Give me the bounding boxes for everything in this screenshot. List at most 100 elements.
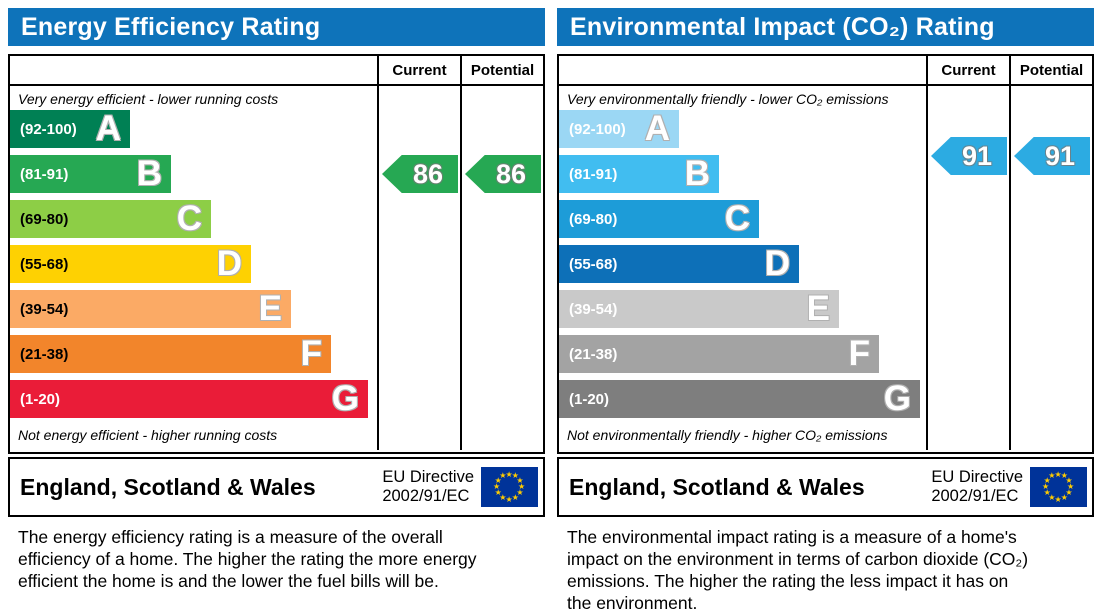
energy-current-column-header: Current bbox=[377, 56, 460, 84]
band-letter: G bbox=[331, 379, 359, 418]
environmental-current-column: 91 bbox=[926, 86, 1009, 450]
eu-star-icon: ★ bbox=[516, 475, 524, 485]
environmental-footer: England, Scotland & Wales EU Directive 2… bbox=[557, 457, 1094, 517]
energy-region-label: England, Scotland & Wales bbox=[20, 473, 316, 500]
energy-eu-directive-line2: 2002/91/EC bbox=[382, 487, 470, 505]
eu-star-icon: ★ bbox=[1060, 492, 1068, 502]
eu-star-icon: ★ bbox=[493, 482, 501, 491]
band-row: (81-91) B bbox=[10, 155, 171, 193]
environmental-bottom-caption: Not environmentally friendly - higher CO… bbox=[567, 427, 888, 443]
eu-flag-icon: ★ ★ ★ ★ ★ ★ ★ ★ ★ ★ ★ ★ bbox=[1030, 467, 1087, 507]
band-range-label: (1-20) bbox=[20, 390, 61, 408]
eu-star-icon: ★ bbox=[511, 471, 519, 481]
band-row: (39-54) E bbox=[559, 290, 839, 328]
energy-bottom-caption: Not energy efficient - higher running co… bbox=[18, 427, 278, 443]
band-range-label: (92-100) bbox=[20, 120, 77, 138]
band-letter: G bbox=[883, 379, 911, 418]
band-letter: C bbox=[176, 199, 202, 238]
band-range-label: (1-20) bbox=[569, 390, 610, 408]
band-range-label: (39-54) bbox=[569, 300, 618, 318]
eu-star-icon: ★ bbox=[505, 494, 513, 504]
energy-bands-area: Very energy efficient - lower running co… bbox=[10, 86, 377, 450]
energy-potential-column: 86 bbox=[460, 86, 543, 450]
environmental-region-label: England, Scotland & Wales bbox=[569, 473, 865, 500]
eu-star-icon: ★ bbox=[1065, 488, 1073, 498]
environmental-header-spacer bbox=[559, 56, 926, 84]
environmental-header-row: Current Potential bbox=[559, 56, 1092, 86]
eu-star-icon: ★ bbox=[1054, 494, 1062, 504]
eu-star-icon: ★ bbox=[494, 488, 502, 498]
band-row: (69-80) C bbox=[559, 200, 759, 238]
energy-description: The energy efficiency rating is a measur… bbox=[18, 527, 477, 591]
eu-star-icon: ★ bbox=[499, 492, 507, 502]
eu-star-icon: ★ bbox=[1048, 492, 1056, 502]
band-letter: D bbox=[216, 244, 242, 283]
eu-star-icon: ★ bbox=[1043, 488, 1051, 498]
band-row: (1-20) G bbox=[559, 380, 920, 418]
eu-star-icon: ★ bbox=[1067, 482, 1075, 491]
band-letter: F bbox=[300, 334, 322, 373]
environmental-top-caption: Very environmentally friendly - lower CO… bbox=[567, 91, 889, 107]
band-row: (81-91) B bbox=[559, 155, 719, 193]
band-row: (92-100) A bbox=[10, 110, 130, 148]
energy-chart-table: Current Potential Very energy efficient … bbox=[8, 54, 545, 454]
band-range-label: (69-80) bbox=[20, 210, 69, 228]
energy-header-row: Current Potential bbox=[10, 56, 543, 86]
eu-star-icon: ★ bbox=[1048, 471, 1056, 481]
eu-star-icon: ★ bbox=[494, 475, 502, 485]
band-row: (55-68) D bbox=[559, 245, 799, 283]
band-letter: A bbox=[95, 109, 121, 148]
eu-star-icon: ★ bbox=[1042, 482, 1050, 491]
environmental-potential-column-header: Potential bbox=[1009, 56, 1092, 84]
eu-star-icon: ★ bbox=[1043, 475, 1051, 485]
band-letter: C bbox=[724, 199, 750, 238]
environmental-potential-rating-arrow: 91 bbox=[1014, 137, 1090, 175]
energy-potential-rating-arrow: 86 bbox=[465, 155, 541, 193]
environmental-chart-table: Current Potential Very environmentally f… bbox=[557, 54, 1094, 454]
environmental-impact-panel: Environmental Impact (CO₂) Rating Curren… bbox=[557, 8, 1094, 614]
energy-panel-title: Energy Efficiency Rating bbox=[8, 8, 545, 46]
band-letter: F bbox=[848, 334, 870, 373]
band-row: (21-38) F bbox=[559, 335, 879, 373]
energy-eu-directive-label: EU Directive 2002/91/EC bbox=[382, 468, 474, 506]
energy-potential-column-header: Potential bbox=[460, 56, 543, 84]
energy-header-spacer bbox=[10, 56, 377, 84]
band-range-label: (69-80) bbox=[569, 210, 618, 228]
band-row: (55-68) D bbox=[10, 245, 251, 283]
band-row: (39-54) E bbox=[10, 290, 291, 328]
environmental-eu-directive-line2: 2002/91/EC bbox=[931, 487, 1019, 505]
band-row: (21-38) F bbox=[10, 335, 331, 373]
band-letter: B bbox=[684, 154, 710, 193]
band-letter: E bbox=[258, 289, 282, 328]
energy-chart-body: Very energy efficient - lower running co… bbox=[10, 86, 543, 450]
band-row: (92-100) A bbox=[559, 110, 679, 148]
band-letter: B bbox=[136, 154, 162, 193]
environmental-bands: (92-100) A (81-91) B (69-80) C (55-68) D (39-54)… bbox=[559, 110, 926, 418]
eu-star-icon: ★ bbox=[518, 482, 526, 491]
environmental-bands-area: Very environmentally friendly - lower CO… bbox=[559, 86, 926, 450]
environmental-description: The environmental impact rating is a mea… bbox=[567, 527, 1029, 613]
environmental-panel-title: Environmental Impact (CO₂) Rating bbox=[557, 8, 1094, 46]
eu-star-icon: ★ bbox=[511, 492, 519, 502]
band-range-label: (55-68) bbox=[20, 255, 69, 273]
band-range-label: (92-100) bbox=[569, 120, 626, 138]
eu-star-icon: ★ bbox=[505, 469, 513, 479]
environmental-eu-directive-line1: EU Directive bbox=[931, 468, 1023, 486]
energy-footer: England, Scotland & Wales EU Directive 2… bbox=[8, 457, 545, 517]
band-letter: A bbox=[644, 109, 670, 148]
band-letter: D bbox=[764, 244, 790, 283]
band-letter: E bbox=[806, 289, 830, 328]
band-row: (69-80) C bbox=[10, 200, 211, 238]
band-range-label: (21-38) bbox=[20, 345, 69, 363]
eu-star-icon: ★ bbox=[1060, 471, 1068, 481]
eu-star-icon: ★ bbox=[1065, 475, 1073, 485]
band-range-label: (81-91) bbox=[20, 165, 69, 183]
energy-top-caption: Very energy efficient - lower running co… bbox=[18, 91, 279, 107]
band-range-label: (39-54) bbox=[20, 300, 69, 318]
band-range-label: (55-68) bbox=[569, 255, 618, 273]
energy-bands: (92-100) A (81-91) B (69-80) C (55-68) D (39-54)… bbox=[10, 110, 377, 418]
band-range-label: (81-91) bbox=[569, 165, 618, 183]
environmental-current-rating-arrow: 91 bbox=[931, 137, 1007, 175]
energy-current-column: 86 bbox=[377, 86, 460, 450]
